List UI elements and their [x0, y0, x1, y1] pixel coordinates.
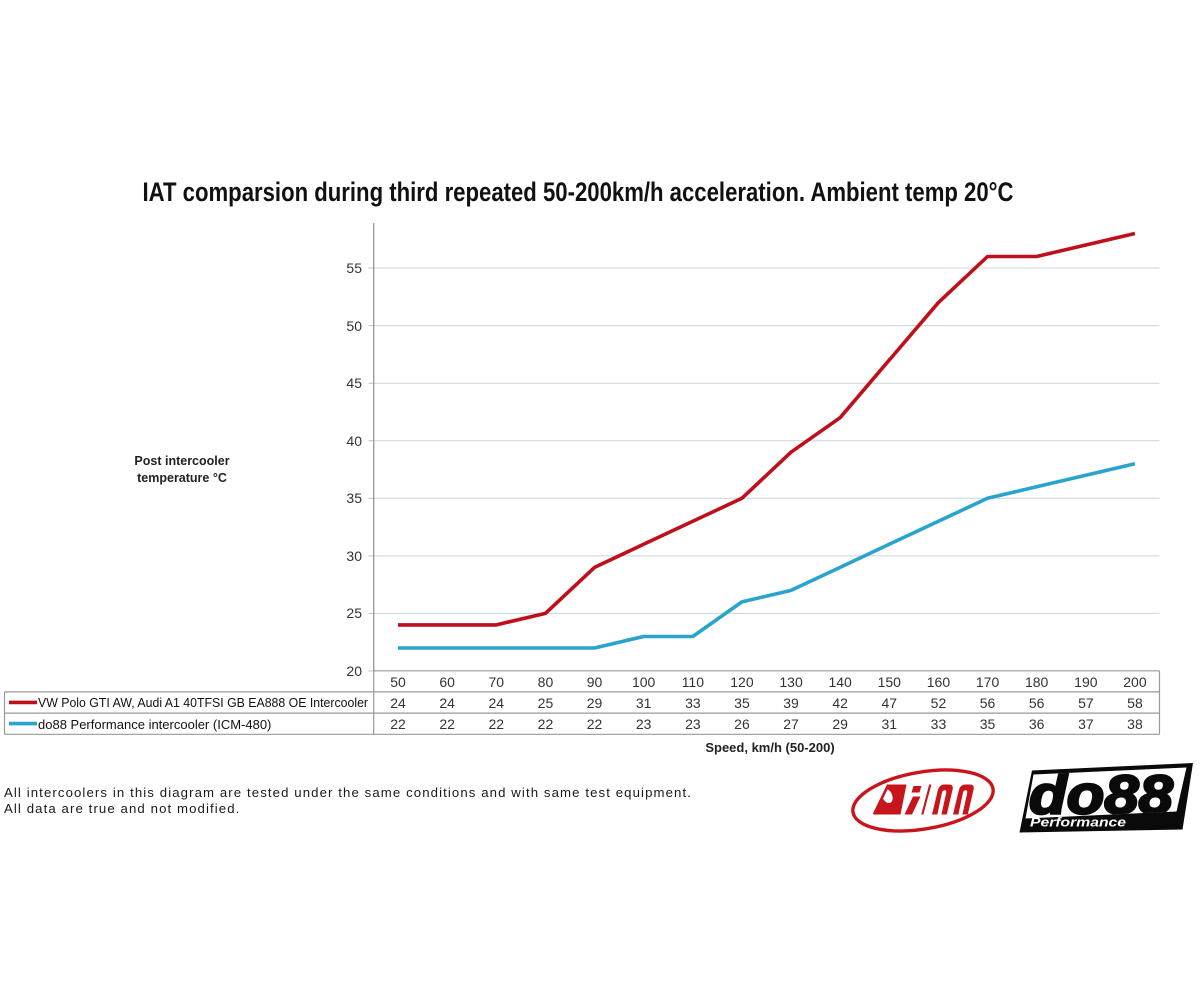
svg-text:do88: do88	[1029, 764, 1173, 826]
svg-text:Performance: Performance	[1030, 814, 1126, 829]
